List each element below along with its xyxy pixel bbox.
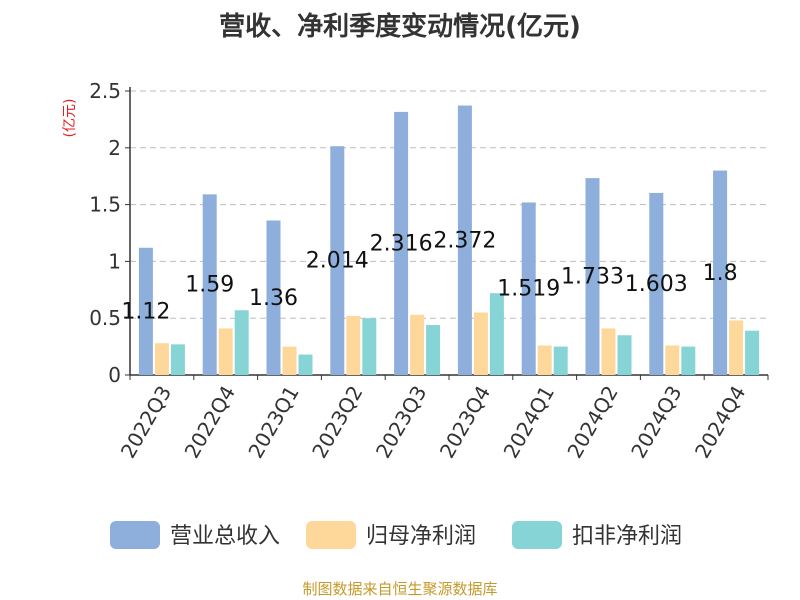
y-tick-label: 0 (108, 363, 121, 387)
legend-label: 扣非净利润 (572, 524, 682, 549)
bar-revenue (649, 192, 664, 375)
legend-swatch (110, 521, 160, 549)
legend-swatch (306, 521, 356, 549)
x-tick-label: 2023Q4 (435, 382, 495, 463)
legend-swatch (512, 521, 562, 549)
x-tick-label: 2024Q1 (499, 382, 559, 463)
y-tick-label: 2 (108, 136, 121, 160)
data-label: 2.316 (370, 231, 433, 256)
bar-deducted-net-profit (553, 346, 568, 375)
data-label: 1.519 (497, 277, 560, 302)
data-label: 1.59 (185, 273, 234, 298)
data-label: 1.733 (561, 265, 624, 290)
bar-revenue (330, 146, 345, 375)
x-tick-label: 2024Q3 (626, 382, 686, 463)
y-axis-label: (亿元) (62, 99, 78, 138)
bar-net-profit (410, 314, 425, 375)
x-tick-label: 2024Q2 (562, 382, 622, 463)
bar-deducted-net-profit (362, 318, 377, 375)
data-label: 1.36 (249, 286, 298, 311)
source-footer: 制图数据来自恒生聚源数据库 (302, 580, 498, 598)
bar-deducted-net-profit (234, 310, 249, 375)
x-tick-label: 2024Q4 (690, 382, 750, 463)
bar-net-profit (282, 346, 297, 375)
x-tick-label: 2022Q3 (116, 382, 176, 463)
bar-net-profit (537, 345, 552, 375)
y-tick-label: 1.5 (89, 193, 121, 217)
bar-deducted-net-profit (298, 354, 313, 375)
legend-label: 归母净利润 (366, 524, 476, 549)
bar-revenue (266, 220, 281, 375)
bar-deducted-net-profit (745, 330, 760, 375)
bar-revenue (394, 111, 409, 375)
data-label: 2.372 (433, 228, 496, 253)
x-tick-label: 2022Q4 (180, 382, 240, 463)
bar-net-profit (665, 345, 680, 375)
x-tick-label: 2023Q2 (307, 382, 367, 463)
bar-deducted-net-profit (489, 293, 504, 375)
bar-deducted-net-profit (681, 346, 696, 375)
y-tick-label: 0.5 (89, 306, 121, 330)
bar-net-profit (218, 328, 233, 375)
bar-revenue (138, 247, 153, 375)
data-label: 1.12 (121, 299, 170, 324)
bar-net-profit (729, 320, 744, 375)
bar-revenue (521, 202, 536, 375)
bar-revenue (713, 170, 728, 375)
y-tick-label: 2.5 (89, 79, 121, 103)
bar-net-profit (346, 315, 361, 375)
bar-net-profit (154, 343, 169, 375)
data-label: 1.603 (625, 272, 688, 297)
bar-revenue (457, 105, 472, 375)
bar-deducted-net-profit (426, 325, 441, 375)
bar-deducted-net-profit (170, 344, 185, 375)
data-label: 1.8 (703, 261, 738, 286)
bar-revenue (202, 194, 217, 375)
x-tick-label: 2023Q1 (243, 382, 303, 463)
y-tick-label: 1 (108, 249, 121, 273)
bar-deducted-net-profit (617, 335, 632, 375)
bar-revenue (585, 178, 600, 375)
legend-label: 营业总收入 (170, 524, 280, 549)
bar-net-profit (601, 328, 616, 375)
chart-title: 营收、净利季度变动情况(亿元) (219, 12, 581, 42)
bar-net-profit (473, 312, 488, 375)
data-label: 2.014 (306, 249, 369, 274)
x-tick-label: 2023Q3 (371, 382, 431, 463)
